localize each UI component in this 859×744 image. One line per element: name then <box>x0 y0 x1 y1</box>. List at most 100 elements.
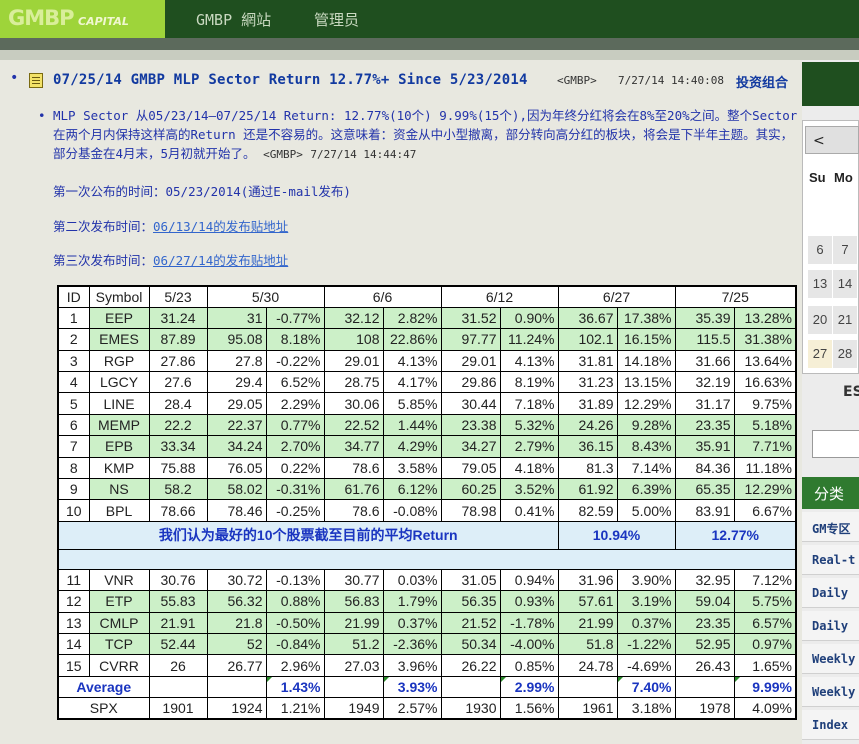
row-symbol: CVRR <box>88 654 150 677</box>
empty-cell <box>440 675 501 699</box>
row-id: 12 <box>57 590 90 613</box>
spacer-cell <box>57 548 797 570</box>
table-row: 6 MEMP 22.2 22.37 0.77% 22.52 1.44% 23.38 5.32% 2… <box>57 413 797 437</box>
reply-bullet-icon: • <box>38 108 46 123</box>
header-id: ID <box>57 285 90 308</box>
row-return: 5.18% <box>733 413 797 437</box>
row-return: 7.12% <box>733 568 797 592</box>
spx-row: SPX 1901 1924 1.21% 1949 2.57% 1930 1.56% 1961 3.… <box>57 697 797 720</box>
post-category-tag[interactable]: 投资组合 <box>736 76 789 91</box>
row-price: 34.77 <box>323 435 384 458</box>
logo-sub-text: CAPITAL <box>78 15 129 28</box>
row-return: 7.18% <box>499 392 559 415</box>
calendar-day[interactable]: 14 <box>833 270 857 298</box>
spx-price: 1961 <box>557 697 618 720</box>
row-price: 51.8 <box>557 632 618 656</box>
calendar-day[interactable]: 21 <box>833 306 857 334</box>
row-return: 3.96% <box>382 654 442 677</box>
row-return: 3.58% <box>382 456 442 480</box>
row-return: 8.43% <box>616 435 676 458</box>
sidebar-category-item[interactable]: Index <box>802 710 859 740</box>
row-return: -1.78% <box>499 611 559 634</box>
header-symbol: Symbol <box>88 285 150 308</box>
row-price: 31.24 <box>148 306 208 330</box>
row-id: 4 <box>57 371 90 394</box>
average-return: 1.43% <box>265 675 325 699</box>
row-return: 0.93% <box>499 590 559 613</box>
third-publish-link[interactable]: 06/27/14的发布贴地址 <box>153 253 289 268</box>
row-price: 31.05 <box>440 568 501 592</box>
sidebar-header-bar <box>802 62 859 106</box>
row-return: 13.64% <box>733 349 797 373</box>
row-price: 56.35 <box>440 590 501 613</box>
row-price: 31.17 <box>674 392 735 415</box>
row-id: 13 <box>57 611 90 634</box>
average-row: Average 1.43% 3.93% 2.99% 7.40% 9.99% <box>57 675 797 699</box>
calendar-day[interactable]: 28 <box>833 340 857 368</box>
row-price: 84.36 <box>674 456 735 480</box>
calendar-day[interactable]: 7 <box>833 236 857 264</box>
row-id: 1 <box>57 306 90 330</box>
sidebar-search-input[interactable] <box>812 430 859 458</box>
row-price: 35.39 <box>674 306 735 330</box>
sidebar-category-item[interactable]: GM专区 <box>802 512 859 542</box>
calendar-day[interactable]: 20 <box>808 306 832 334</box>
row-symbol: VNR <box>88 568 150 592</box>
row-return: 2.29% <box>265 392 325 415</box>
row-price: 31.81 <box>557 349 618 373</box>
nav-link-website[interactable]: GMBP 網站 <box>196 11 272 29</box>
row-price: 82.59 <box>557 499 618 522</box>
header-date-523: 5/23 <box>148 285 208 308</box>
row-price: 31.66 <box>674 349 735 373</box>
row-return: 22.86% <box>382 328 442 351</box>
row-return: 12.29% <box>733 478 797 501</box>
row-symbol: RGP <box>88 349 150 373</box>
spx-return: 1.21% <box>265 697 325 720</box>
row-return: 6.12% <box>382 478 442 501</box>
row-price: 108 <box>323 328 384 351</box>
row-return: 11.24% <box>499 328 559 351</box>
row-return: 4.13% <box>499 349 559 373</box>
sidebar-category-item[interactable]: Daily <box>802 611 859 641</box>
row-price: 24.78 <box>557 654 618 677</box>
row-symbol: NS <box>88 478 150 501</box>
sidebar-category-item[interactable]: Weekly <box>802 644 859 674</box>
post-author: <GMBP> <box>557 74 597 87</box>
row-price: 52.95 <box>674 632 735 656</box>
second-publish-link[interactable]: 06/13/14的发布贴地址 <box>153 219 289 234</box>
row-price: 26.43 <box>674 654 735 677</box>
row-return: 2.79% <box>499 435 559 458</box>
sidebar-category-item[interactable]: Real-t <box>802 545 859 575</box>
row-price: 87.89 <box>148 328 208 351</box>
row-symbol: EEP <box>88 306 150 330</box>
second-publish-label: 第二次发布时间： <box>53 219 154 234</box>
nav-link-admin[interactable]: 管理员 <box>314 11 360 29</box>
reply-date: 7/27/14 14:44:47 <box>310 148 417 161</box>
logo[interactable]: GMBP CAPITAL <box>0 0 165 38</box>
post-title[interactable]: 07/25/14 GMBP MLP Sector Return 12.77%+ … <box>53 72 528 88</box>
row-return: 0.37% <box>382 611 442 634</box>
row-return: -4.69% <box>616 654 676 677</box>
calendar-day[interactable]: 27 <box>808 340 832 368</box>
calendar-day[interactable]: 6 <box>808 236 832 264</box>
row-price: 75.88 <box>148 456 208 480</box>
top-nav-bar: GMBP CAPITAL GMBP 網站 管理员 <box>0 0 859 38</box>
reply-author: <GMBP> <box>263 148 303 161</box>
row-price: 52.44 <box>148 632 208 656</box>
row-return: 17.38% <box>616 306 676 330</box>
row-price: 58.2 <box>148 478 208 501</box>
header-date: 6/12 <box>440 285 559 308</box>
mlp-returns-table: ID Symbol 5/23 5/30 6/6 6/12 6/27 7/25 1 EEP 31.24… <box>57 285 797 721</box>
table-row: 2 EMES 87.89 95.08 8.18% 108 22.86% 97.77 11.24%… <box>57 328 797 351</box>
row-return: 1.79% <box>382 590 442 613</box>
row-price: 97.77 <box>440 328 501 351</box>
row-price: 78.6 <box>323 456 384 480</box>
empty-cell <box>206 675 267 699</box>
row-return: -4.00% <box>499 632 559 656</box>
calendar-day[interactable]: 13 <box>808 270 832 298</box>
calendar-prev-button[interactable]: < <box>805 126 859 154</box>
logo-main-text: GMBP <box>8 6 75 30</box>
row-symbol: LINE <box>88 392 150 415</box>
sidebar-category-item[interactable]: Weekly <box>802 677 859 707</box>
sidebar-category-item[interactable]: Daily <box>802 578 859 608</box>
